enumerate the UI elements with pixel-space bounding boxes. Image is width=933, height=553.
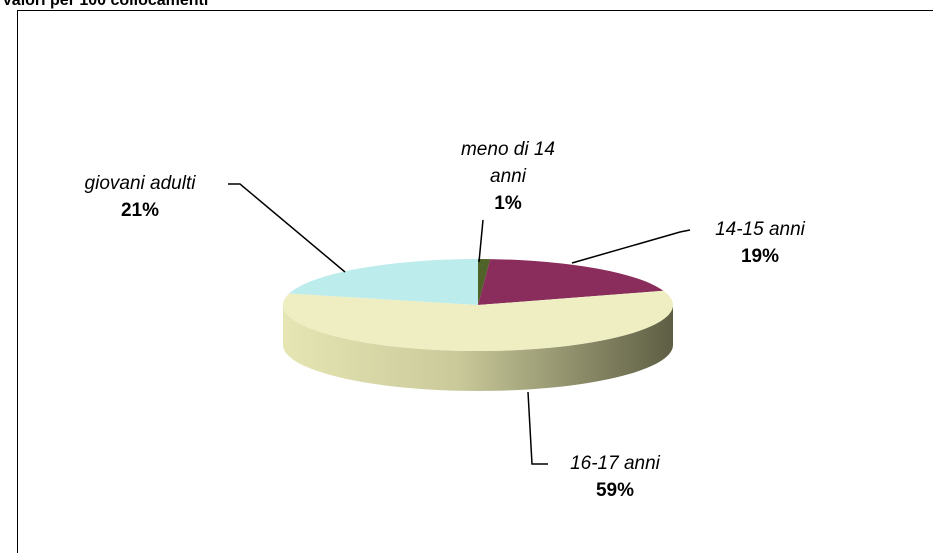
value-label: 1%: [494, 193, 522, 214]
slice: [289, 259, 478, 305]
frame: [17, 10, 933, 553]
slice: [478, 259, 664, 305]
value-label: 19%: [740, 246, 780, 267]
chart-title: Valori per 100 collocamenti: [2, 0, 209, 9]
slice: [283, 290, 673, 351]
leader-line: [478, 219, 484, 263]
category-label: 14-15 anni: [715, 219, 805, 240]
leader-line: [228, 183, 346, 273]
data-label: giovani adulti 21%: [40, 170, 240, 224]
data-label: 16-17 anni 59%: [540, 450, 690, 504]
data-label: meno di 14 anni 1%: [433, 136, 583, 217]
slice: [478, 259, 491, 305]
leaders: [228, 183, 691, 465]
category-label: meno di 14 anni: [460, 139, 555, 187]
value-label: 21%: [120, 200, 160, 221]
leader-line: [527, 391, 548, 465]
category-label: giovani adulti: [84, 173, 196, 194]
category-label: 16-17 anni: [570, 453, 660, 474]
pie: [283, 259, 673, 391]
data-label: 14-15 anni 19%: [685, 216, 835, 270]
value-label: 59%: [595, 480, 635, 501]
slice-side: [283, 305, 673, 391]
leader-line: [571, 229, 691, 264]
